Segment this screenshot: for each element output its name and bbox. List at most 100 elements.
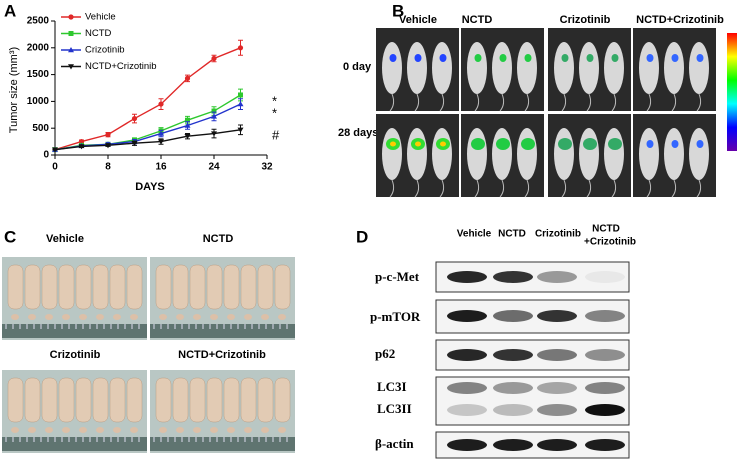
x-tick-label: 32 xyxy=(261,162,273,173)
protein-label: LC3II xyxy=(377,401,412,416)
mouse xyxy=(664,42,684,94)
tumor xyxy=(130,314,138,320)
photo-label: Crizotinib xyxy=(50,349,101,361)
signal xyxy=(696,54,704,62)
legend-label: Crizotinib xyxy=(85,45,125,56)
legend-label: NCTD xyxy=(85,28,112,39)
mouse-tail xyxy=(389,93,395,112)
mouse xyxy=(579,42,599,94)
band xyxy=(537,310,577,322)
signal xyxy=(389,54,397,62)
mouse xyxy=(7,377,24,423)
mouse xyxy=(257,377,274,423)
tumor xyxy=(159,314,167,320)
tumor xyxy=(176,427,184,433)
lane-label: Vehicle xyxy=(457,229,492,240)
band xyxy=(493,271,533,283)
mouse xyxy=(664,128,684,180)
photo-label: Vehicle xyxy=(46,233,84,245)
tumor xyxy=(45,427,53,433)
mouse xyxy=(432,128,452,180)
data-point xyxy=(158,101,164,107)
band xyxy=(447,382,487,394)
mouse-tail xyxy=(611,179,617,198)
mouse xyxy=(407,128,427,180)
legend-label: NCTD+Crizotinib xyxy=(85,61,157,72)
mouse xyxy=(109,377,126,423)
mouse xyxy=(189,264,206,310)
mouse xyxy=(172,377,189,423)
band xyxy=(493,310,533,322)
mouse-tail xyxy=(696,93,702,112)
band xyxy=(537,349,577,361)
y-axis-label: Tumor size (mm³) xyxy=(8,47,20,133)
lane-label: Crizotinib xyxy=(535,229,581,240)
mouse xyxy=(109,264,126,310)
column-label: Vehicle xyxy=(399,14,437,26)
mouse xyxy=(467,42,487,94)
mouse xyxy=(240,264,257,310)
mouse-tail xyxy=(414,93,420,112)
lane-label: NCTD xyxy=(592,224,620,235)
mouse-tail xyxy=(389,179,395,198)
tumor xyxy=(278,314,286,320)
tumor xyxy=(113,314,121,320)
data-point xyxy=(238,92,243,98)
tumor xyxy=(62,427,70,433)
legend-label: Vehicle xyxy=(85,12,116,23)
data-point xyxy=(158,130,164,136)
signal xyxy=(611,54,619,62)
mouse xyxy=(223,264,240,310)
data-point xyxy=(131,115,138,122)
data-point xyxy=(131,141,138,147)
lane-label: +Crizotinib xyxy=(584,237,636,248)
mouse-tail xyxy=(474,179,480,198)
mouse xyxy=(274,377,291,423)
mouse-tail xyxy=(561,93,567,112)
mouse xyxy=(382,128,402,180)
color-bar xyxy=(727,33,737,151)
mouse xyxy=(554,128,574,180)
band xyxy=(585,349,625,361)
mouse-tail xyxy=(646,93,652,112)
mouse xyxy=(24,264,41,310)
mouse-tail xyxy=(586,179,592,198)
annotation: # xyxy=(272,127,280,142)
tumor xyxy=(227,314,235,320)
protein-label: β-actin xyxy=(375,436,414,451)
column-label: NCTD+Crizotinib xyxy=(636,14,724,26)
signal xyxy=(499,54,507,62)
band xyxy=(447,404,487,416)
tumor xyxy=(130,427,138,433)
x-axis-label: DAYS xyxy=(135,181,165,193)
mouse xyxy=(223,377,240,423)
tumor xyxy=(261,427,269,433)
tumor xyxy=(244,427,252,433)
mouse xyxy=(382,42,402,94)
signal xyxy=(586,54,594,62)
legend-marker xyxy=(68,47,74,53)
data-point xyxy=(184,75,191,81)
signal xyxy=(521,138,535,150)
panel-label: B xyxy=(392,1,404,20)
series-line xyxy=(54,129,241,151)
x-tick-label: 24 xyxy=(208,162,220,173)
mouse xyxy=(7,264,24,310)
mouse xyxy=(407,42,427,94)
mouse-tail xyxy=(611,93,617,112)
mouse-tail xyxy=(524,93,530,112)
tumor xyxy=(261,314,269,320)
protein-label: p-c-Met xyxy=(375,269,420,284)
data-point xyxy=(237,45,244,51)
band xyxy=(537,404,577,416)
band xyxy=(585,382,625,394)
legend-marker xyxy=(68,64,74,70)
column-label: Crizotinib xyxy=(560,14,611,26)
mouse xyxy=(155,264,172,310)
band xyxy=(447,439,487,451)
mouse-tail xyxy=(439,93,445,112)
protein-label: LC3I xyxy=(377,379,407,394)
series-line xyxy=(54,47,241,151)
tumor xyxy=(244,314,252,320)
tumor xyxy=(79,427,87,433)
